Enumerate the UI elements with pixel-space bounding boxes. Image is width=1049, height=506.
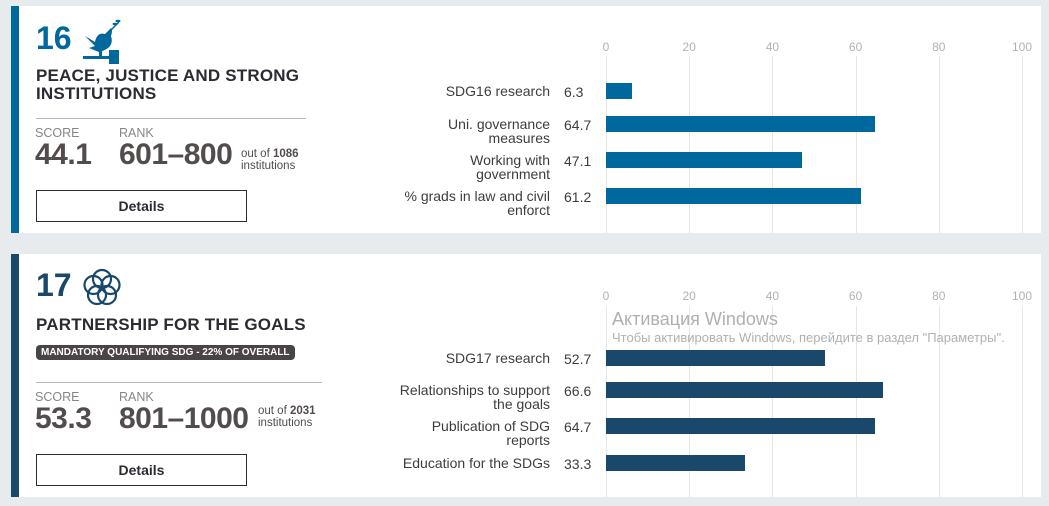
- tick-label: 100: [1011, 289, 1033, 303]
- category-label: SDG16 research: [350, 84, 550, 98]
- bar: [606, 83, 633, 99]
- bar: [606, 116, 876, 132]
- tick-label: 40: [765, 289, 780, 303]
- value-label: 33.3: [564, 456, 592, 472]
- sdg-title: PARTNERSHIP FOR THE GOALS: [36, 315, 306, 334]
- value-label: 47.1: [564, 153, 592, 169]
- out-of-prefix: out of: [241, 148, 270, 160]
- category-label-line: enforct: [507, 202, 550, 218]
- bar: [606, 382, 884, 398]
- sdg-card-17: 17 PARTNERSHIP FOR THE GOALS MANDATORY Q…: [11, 254, 1041, 497]
- sdg-title: PEACE, JUSTICE AND STRONG INSTITUTIONS: [36, 67, 299, 103]
- rank-label: RANK: [119, 390, 154, 404]
- category-label-line: measures: [488, 130, 550, 146]
- category-label-line: reports: [506, 432, 550, 448]
- tick-label: 0: [602, 289, 610, 303]
- category-label-line: SDG17 research: [445, 350, 550, 366]
- category-label-line: Relationships to support: [399, 382, 550, 398]
- details-button[interactable]: Details: [36, 454, 247, 486]
- gridline: [689, 56, 691, 233]
- tick-label: 80: [932, 289, 946, 303]
- bar: [606, 455, 745, 471]
- institutions-label: institutions: [241, 160, 296, 172]
- bar: [606, 350, 826, 366]
- gridline: [606, 56, 607, 233]
- value-label: 66.6: [564, 383, 592, 399]
- out-of-text: out of 2031 institutions: [258, 405, 316, 429]
- divider: [36, 382, 322, 383]
- indicator-chart: 0 20 40 60 80 100 SDG17 research 52.7 Relationsh…: [11, 254, 1041, 497]
- sdg-number: 17: [36, 267, 72, 303]
- score-value: 53.3: [35, 402, 92, 435]
- category-label-line: SDG16 research: [445, 83, 550, 99]
- gridline: [1022, 306, 1023, 497]
- category-label-line: Uni. governance: [448, 116, 550, 132]
- interlocking-rings-icon: [83, 268, 121, 306]
- category-label: Uni. governance measures: [350, 117, 550, 145]
- gridline: [606, 306, 607, 497]
- tick-label: 40: [765, 40, 780, 54]
- category-label: % grads in law and civil enforct: [350, 189, 550, 217]
- title-line: INSTITUTIONS: [36, 84, 157, 103]
- value-label: 6.3: [564, 84, 584, 100]
- score-label: SCORE: [35, 126, 80, 140]
- accent-bar: [11, 6, 19, 233]
- rank-value: 601–800: [119, 138, 233, 171]
- category-label-line: Working with: [470, 152, 550, 168]
- tick-label: 0: [602, 40, 610, 54]
- dove-gavel-icon: [83, 19, 121, 64]
- category-label: Education for the SDGs: [350, 456, 550, 470]
- mandatory-badge: MANDATORY QUALIFYING SDG - 22% OF OVERAL…: [36, 345, 295, 360]
- gridline: [855, 56, 857, 233]
- category-label-line: Education for the SDGs: [402, 455, 550, 471]
- category-label-line: Publication of SDG: [431, 418, 550, 434]
- rank-value: 801–1000: [119, 402, 249, 435]
- tick-label: 60: [848, 289, 863, 303]
- total-institutions: 1086: [272, 148, 299, 160]
- divider: [36, 118, 306, 119]
- tick-label: 60: [848, 40, 863, 54]
- category-label-line: the goals: [493, 396, 550, 412]
- score-value: 44.1: [35, 138, 92, 171]
- tick-label: 20: [682, 289, 696, 303]
- total-institutions: 2031: [289, 405, 316, 417]
- gridline: [772, 306, 774, 497]
- gridline: [938, 306, 940, 497]
- out-of-prefix: out of: [258, 405, 287, 417]
- indicator-chart: 0 20 40 60 80 100 SDG16 research 6.3 Uni. govern…: [11, 6, 1041, 233]
- category-label-line: government: [476, 166, 550, 182]
- bar: [606, 152, 802, 168]
- gridline: [938, 56, 940, 233]
- gridline: [855, 306, 857, 497]
- score-label: SCORE: [35, 390, 80, 404]
- sdg-number: 16: [36, 20, 72, 56]
- value-label: 64.7: [564, 419, 592, 435]
- sdg-card-16: 16 PEACE, JUSTICE AND STRONG INSTITUTION…: [11, 6, 1041, 233]
- category-label: Publication of SDG reports: [350, 419, 550, 447]
- gridline: [1022, 56, 1023, 233]
- category-label-line: % grads in law and civil: [404, 188, 550, 204]
- details-button[interactable]: Details: [36, 190, 247, 222]
- category-label: Working with government: [350, 153, 550, 181]
- value-label: 64.7: [564, 117, 592, 133]
- tick-label: 100: [1011, 40, 1033, 54]
- accent-bar: [11, 254, 19, 497]
- value-label: 52.7: [564, 351, 592, 367]
- value-label: 61.2: [564, 189, 592, 205]
- gridline: [772, 56, 774, 233]
- rank-label: RANK: [119, 126, 154, 140]
- category-label: SDG17 research: [350, 351, 550, 365]
- institutions-label: institutions: [258, 417, 313, 429]
- out-of-text: out of 1086 institutions: [241, 148, 299, 172]
- category-label: Relationships to support the goals: [350, 383, 550, 411]
- bar: [606, 188, 861, 204]
- bar: [606, 418, 876, 434]
- tick-label: 20: [682, 40, 696, 54]
- gridline: [689, 306, 691, 497]
- tick-label: 80: [932, 40, 946, 54]
- title-line: PEACE, JUSTICE AND STRONG: [36, 66, 300, 85]
